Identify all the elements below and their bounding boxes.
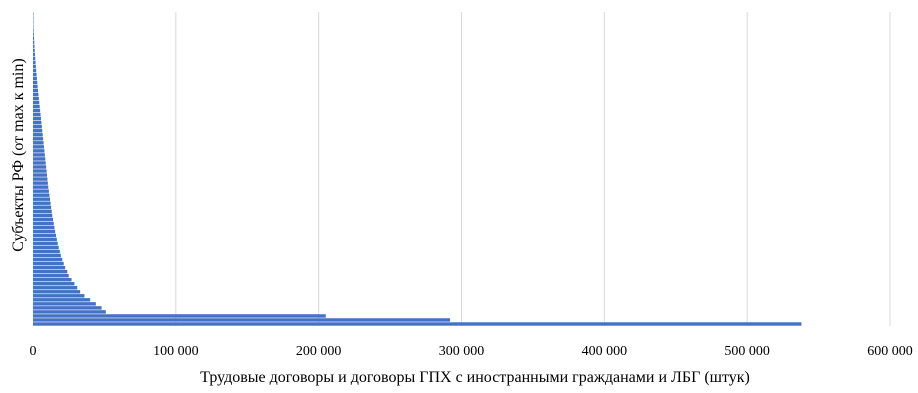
bars [33,12,802,326]
bar [33,217,53,222]
bar [33,318,451,322]
bar [33,322,802,326]
bar [33,157,46,161]
y-axis-title: Субъекты РФ (от max к min) [10,58,27,251]
bar [33,241,58,246]
bar [33,32,34,36]
bar [33,88,38,93]
x-tick-label: 300 000 [439,344,485,359]
bar [33,36,35,40]
bar [33,165,47,169]
bar [33,40,35,44]
x-axis-ticks: 0 100 000 200 000 300 000 400 000 500 000 600 … [30,344,913,359]
bar [33,237,57,242]
bar [33,100,40,105]
bar [33,120,42,125]
x-tick-label: 0 [30,344,37,359]
bar [33,76,37,81]
bar [33,12,34,16]
bar [33,257,63,262]
bar [33,80,38,85]
bar [33,298,91,302]
bar [33,197,50,201]
bar [33,193,50,197]
bar [33,294,85,298]
bar [33,314,326,318]
bar [33,145,44,149]
x-axis-title: Трудовые договоры и договоры ГПХ с иност… [200,369,750,386]
bar [33,290,81,294]
bar [33,233,56,238]
bar [33,137,44,141]
bar [33,116,41,121]
bar [33,201,51,205]
bar [33,282,75,286]
gridlines [175,12,891,326]
bar [33,60,36,65]
bar [33,153,45,157]
bar [33,28,34,32]
bar [33,24,34,28]
bar [33,44,35,48]
x-tick-label: 400 000 [582,344,628,359]
bar [33,229,56,234]
bar [33,68,37,73]
bar [33,205,52,209]
bar [33,185,49,189]
bar [33,48,35,52]
bar [33,96,39,101]
bar [33,64,36,69]
x-tick-label: 600 000 [867,344,913,359]
bar [33,310,106,314]
bar [33,269,68,274]
bar [33,209,52,213]
bar [33,177,48,181]
bar [33,253,61,258]
bar [33,72,37,77]
x-tick-label: 100 000 [153,344,199,359]
bar [33,273,69,278]
bar [33,84,38,89]
bar [33,221,54,226]
bar [33,104,40,109]
bar [33,181,48,185]
bar [33,277,72,282]
bar [33,52,35,56]
bar [33,286,78,290]
bar [33,112,41,117]
bar [33,306,102,310]
bar [33,161,46,165]
bar [33,265,66,270]
bar [33,249,60,254]
bar [33,92,39,97]
x-tick-label: 200 000 [296,344,342,359]
bar [33,189,49,193]
bar [33,225,55,230]
bar [33,245,59,250]
bar [33,133,43,137]
bar [33,20,34,24]
bar [33,302,96,306]
x-tick-label: 500 000 [724,344,770,359]
bar [33,56,36,60]
bar [33,129,43,133]
bar [33,213,53,217]
bar [33,169,47,173]
bar [33,149,45,153]
bar [33,141,44,145]
bar [33,261,64,266]
bar [33,125,42,129]
bar [33,108,41,113]
bar [33,16,34,20]
bar [33,173,47,177]
